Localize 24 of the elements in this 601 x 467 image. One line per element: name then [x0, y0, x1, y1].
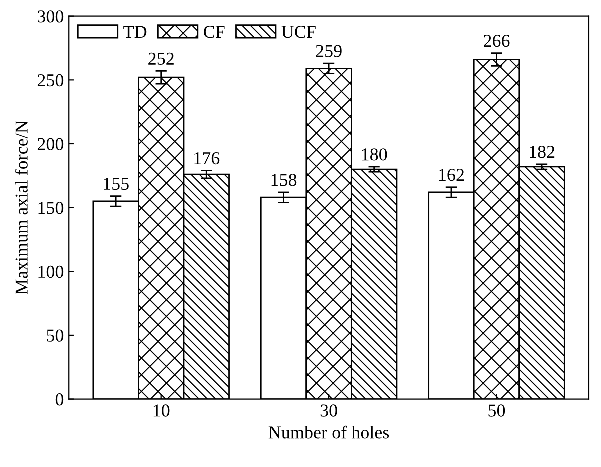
y-axis-title: Maximum axial force/N: [15, 120, 28, 295]
legend-label: TD: [124, 26, 147, 38]
x-axis-title: Number of holes: [268, 426, 390, 439]
data-label: 259: [316, 45, 342, 58]
data-label: 180: [362, 148, 388, 161]
y-tick-label: 250: [38, 74, 64, 87]
y-tick-label: 100: [38, 266, 64, 278]
legend-label: UCF: [282, 26, 316, 38]
data-label: 162: [440, 169, 464, 182]
y-tick-label: 300: [38, 10, 64, 23]
y-tick-label: 50: [47, 330, 64, 342]
x-tick-label: 30: [320, 404, 338, 417]
y-tick-label: 200: [38, 138, 64, 150]
legend-label: CF: [204, 26, 225, 38]
data-label: 155: [104, 178, 129, 190]
y-tick-label: 150: [38, 202, 64, 214]
data-label: 182: [530, 146, 555, 158]
y-tick-label: 0: [56, 394, 64, 406]
data-label: 158: [272, 174, 297, 186]
data-label: 252: [148, 52, 174, 66]
data-label: 176: [194, 152, 220, 165]
data-label: 266: [484, 35, 510, 48]
x-tick-label: 10: [154, 404, 170, 417]
x-tick-label: 50: [488, 404, 506, 417]
